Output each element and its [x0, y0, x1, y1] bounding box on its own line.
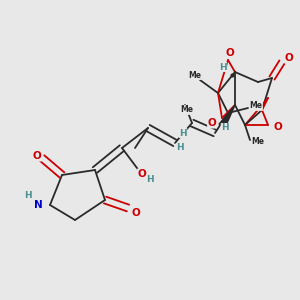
Text: O: O [138, 169, 146, 179]
Polygon shape [219, 105, 235, 128]
Text: O: O [208, 118, 216, 128]
Text: Me: Me [250, 101, 262, 110]
Text: O: O [285, 53, 293, 63]
Text: Me: Me [188, 70, 202, 80]
Text: O: O [274, 122, 282, 132]
Text: H: H [146, 176, 154, 184]
Text: H: H [24, 190, 32, 200]
Text: H: H [179, 128, 187, 137]
Text: O: O [132, 208, 140, 218]
Text: Me: Me [181, 106, 194, 115]
Text: H: H [176, 143, 184, 152]
Text: O: O [33, 151, 41, 161]
Text: N: N [34, 200, 42, 210]
Text: H: H [219, 62, 227, 71]
Text: Me: Me [251, 137, 265, 146]
Text: H: H [221, 124, 229, 133]
Text: O: O [226, 48, 234, 58]
